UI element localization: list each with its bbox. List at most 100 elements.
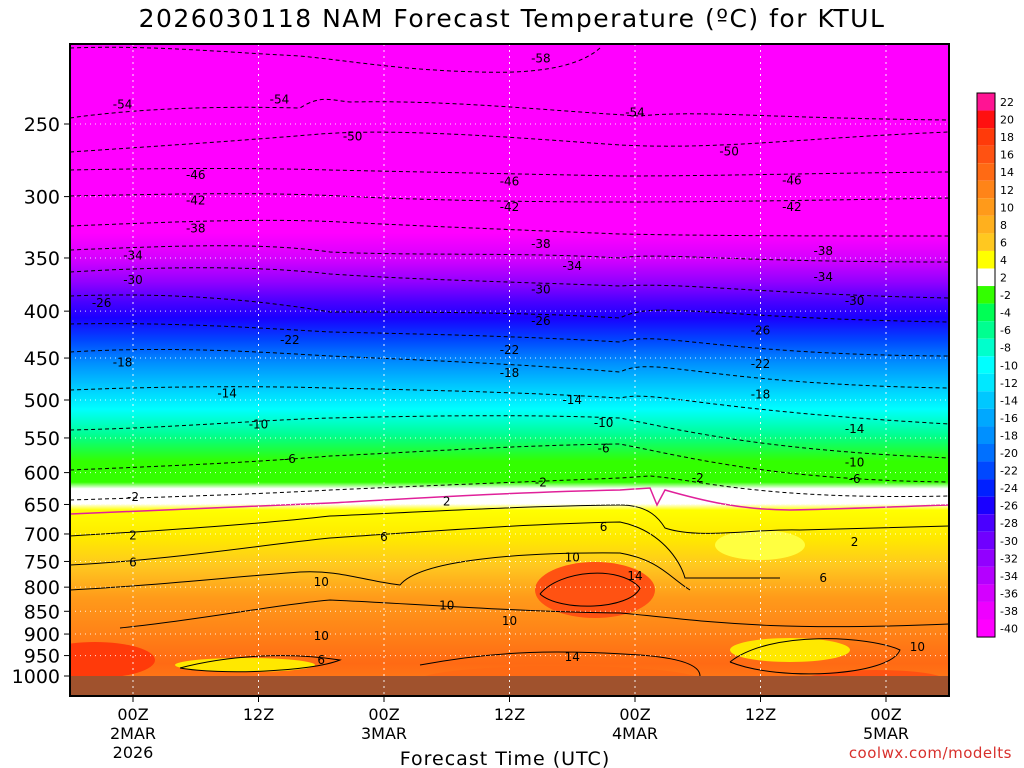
x-gridlines [132,44,887,696]
y-tick-label-850: 850 [24,601,60,623]
colorbar-swatch-11 [977,286,995,304]
colorbar-swatch-29 [977,601,995,620]
contour-label-4: -50 [343,130,363,144]
contour-label-12: -38 [186,221,206,235]
x-tick-label-5-0: 12Z [745,705,776,724]
contour-label-3: -54 [625,106,645,120]
contour-label-17: -34 [813,270,833,284]
contour-label-16: -34 [562,259,582,273]
chart-title: 2026030118 NAM Forecast Temperature (ºC)… [138,4,886,33]
contour-neg-18 [70,348,949,389]
colorbar-label-29: -38 [1000,605,1018,618]
contour-label-33: -10 [249,418,269,432]
y-tick-label-650: 650 [24,494,60,516]
colorbar-swatch-7 [977,215,995,234]
colorbar-label-17: -14 [1000,394,1018,407]
contour-label-45: 6 [129,556,137,570]
contour-label-21: -26 [92,296,112,310]
y-tick-label-750: 750 [24,551,60,573]
colorbar-label-30: -40 [1000,623,1018,636]
y-tick-label-250: 250 [24,114,60,136]
colorbar-swatch-24 [977,514,995,532]
contour-2 [70,504,949,537]
contour-label-13: -38 [531,237,551,251]
contour-neg-42 [70,193,949,203]
contour-neg-22 [70,323,949,357]
colorbar-swatch-3 [977,145,995,164]
contour-label-48: 6 [819,571,827,585]
contour-label-15: -34 [123,249,143,263]
colorbar-label-12: -4 [1000,307,1011,320]
contour-label-32: -14 [845,422,865,436]
y-tick-label-450: 450 [24,348,60,370]
contour-label-1: -54 [113,97,133,111]
contour-label-27: -18 [113,355,133,369]
contour-label-8: -46 [782,173,802,187]
colorbar-swatch-6 [977,198,995,216]
contour-labels: -58-54 -54-54-50-50-46 -46 -46-42 -42 -42-38-… [92,51,925,667]
colorbar-swatch-16 [977,373,995,392]
contour-label-19: -30 [531,283,551,297]
colorbar-swatch-14 [977,338,995,357]
contour-label-39: -2 [127,490,139,504]
contour-neg-58 [70,46,601,73]
contour-label-38: -6 [849,472,861,486]
freezing-line [70,487,949,515]
x-tick-label-2-1: 3MAR [361,724,407,743]
contour-label-22: -26 [531,314,551,328]
contour-label-55: 10 [910,640,925,654]
colorbar-swatch-25 [977,531,995,550]
contour-label-40: -2 [535,475,547,489]
colorbar-label-1: 20 [1000,114,1014,127]
contour-neg-38 [70,219,949,237]
colorbar: 22 20 18 16 14 12 10 8 6 4 2 -2 -4 -6 -8 -10 -12 -14 -16 -1… [976,92,1018,638]
contour-label-42: 2 [129,529,137,543]
colorbar-label-7: 8 [1000,219,1007,232]
colorbar-label-25: -30 [1000,535,1018,548]
x-tick-label-4-0: 00Z [619,705,650,724]
colorbar-label-19: -18 [1000,429,1018,442]
contour-label-18: -30 [123,273,143,287]
contour-label-34: -10 [594,416,614,430]
colorbar-label-9: 4 [1000,254,1007,267]
colorbar-label-15: -10 [1000,359,1018,372]
contour-neg-6 [70,443,949,483]
contour-label-11: -42 [782,200,802,214]
colorbar-frame [976,92,996,638]
colorbar-label-0: 22 [1000,96,1014,109]
colorbar-label-24: -28 [1000,517,1018,530]
contour-neg-54 [70,98,949,121]
colorbar-swatch-2 [977,128,995,146]
solid-contours [70,504,949,677]
y-tick-label-700: 700 [24,524,60,546]
contour-label-50: 10 [314,575,329,589]
colorbar-swatch-15 [977,356,995,374]
colorbar-label-16: -12 [1000,377,1018,390]
contour-neg-34 [70,245,949,263]
colorbar-swatch-13 [977,321,995,339]
contour-neg-14 [70,386,949,425]
colorbar-swatch-8 [977,233,995,251]
y-axis: 2503003504004505005506006507007508008509… [12,114,70,688]
colorbar-label-28: -36 [1000,587,1018,600]
colorbar-swatch-17 [977,391,995,409]
y-tick-label-500: 500 [24,390,60,412]
colorbar-label-13: -6 [1000,324,1011,337]
contour-label-56: 14 [627,569,642,583]
colorbar-label-20: -20 [1000,447,1018,460]
colorbar-swatch-23 [977,496,995,515]
contour-label-0: -58 [531,51,551,65]
contour-label-7: -46 [500,175,520,189]
x-tick-label-0-1: 2MAR [110,724,156,743]
y-tick-label-600: 600 [24,463,60,485]
dashed-contours [70,46,949,501]
colorbar-swatch-4 [977,163,995,181]
contour-neg-10 [70,415,949,459]
colorbar-swatch-26 [977,549,995,567]
colorbar-swatch-27 [977,566,995,585]
yellow-pocket-12z-4mar [730,638,850,662]
contour-label-28: -18 [500,366,520,380]
x-tick-label-3-0: 12Z [494,705,525,724]
